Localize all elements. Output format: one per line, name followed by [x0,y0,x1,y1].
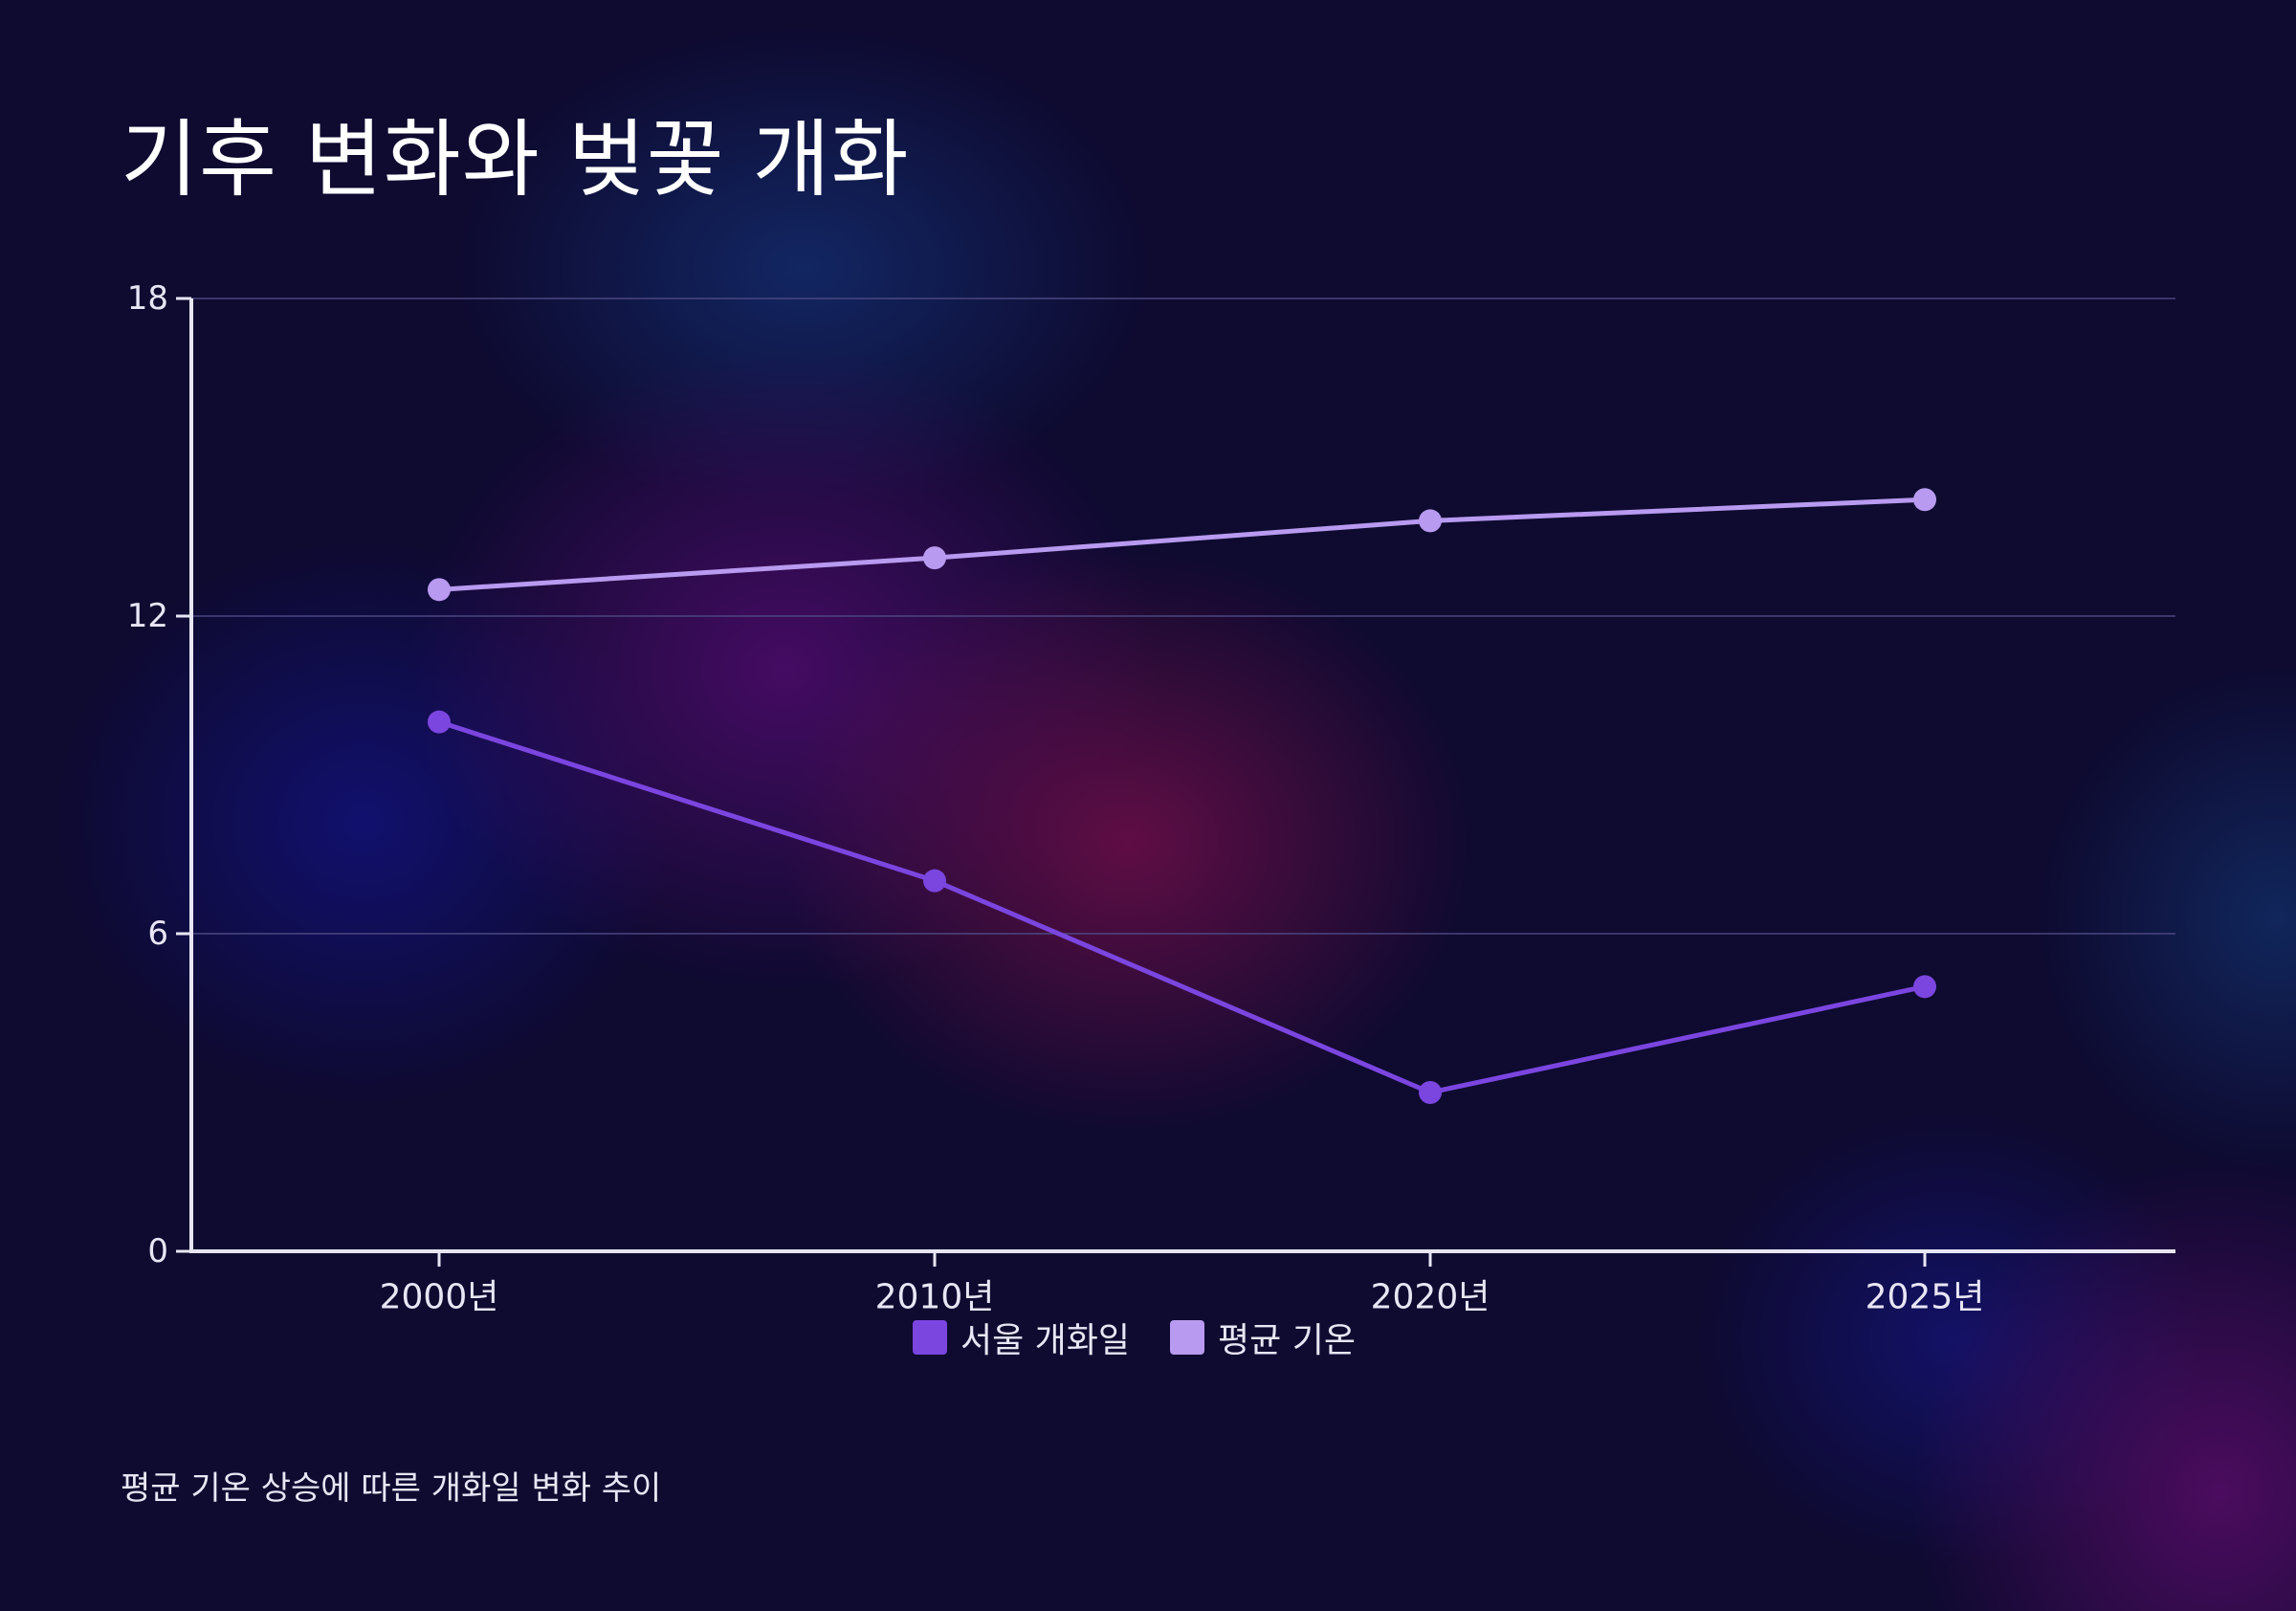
chart-title: 기후 변화와 벚꽃 개화 [121,110,910,209]
data-point [428,578,451,602]
grid-lines [191,298,2175,935]
data-point [1419,1081,1442,1104]
data-point [1913,488,1936,512]
y-tick-label: 0 [147,1232,168,1270]
x-tick-label: 2010년 [875,1278,995,1317]
legend-swatch-series-1 [913,1320,947,1355]
x-tick-label: 2000년 [380,1278,499,1317]
legend-swatch-series-2 [1170,1320,1205,1355]
data-point [923,869,946,893]
series [428,488,1936,1104]
legend-label-series-2: 평균 기온 [1218,1321,1356,1360]
legend-item-series-1[interactable]: 서울 개화일 [913,1313,1130,1362]
y-tick-label: 6 [147,915,168,953]
x-tick-label: 2020년 [1371,1278,1490,1317]
legend-label-series-1: 서울 개화일 [960,1321,1131,1360]
legend: 서울 개화일 평균 기온 [913,1313,1356,1362]
series-line-1 [438,719,1926,1095]
chart-caption: 평균 기온 상승에 따른 개화일 변화 추이 [121,1469,662,1508]
series-line-2 [438,497,1926,592]
data-point [428,710,451,734]
data-point [1419,509,1442,533]
legend-item-series-2[interactable]: 평균 기온 [1170,1313,1356,1362]
data-point [923,546,946,570]
axes: 0 6 12 18 2000년 2010년 2020년 2025년 [127,279,2175,1317]
y-tick-label: 18 [127,279,168,318]
x-tick-label: 2025년 [1866,1278,1985,1317]
data-point [1913,975,1936,999]
y-tick-label: 12 [127,597,168,635]
